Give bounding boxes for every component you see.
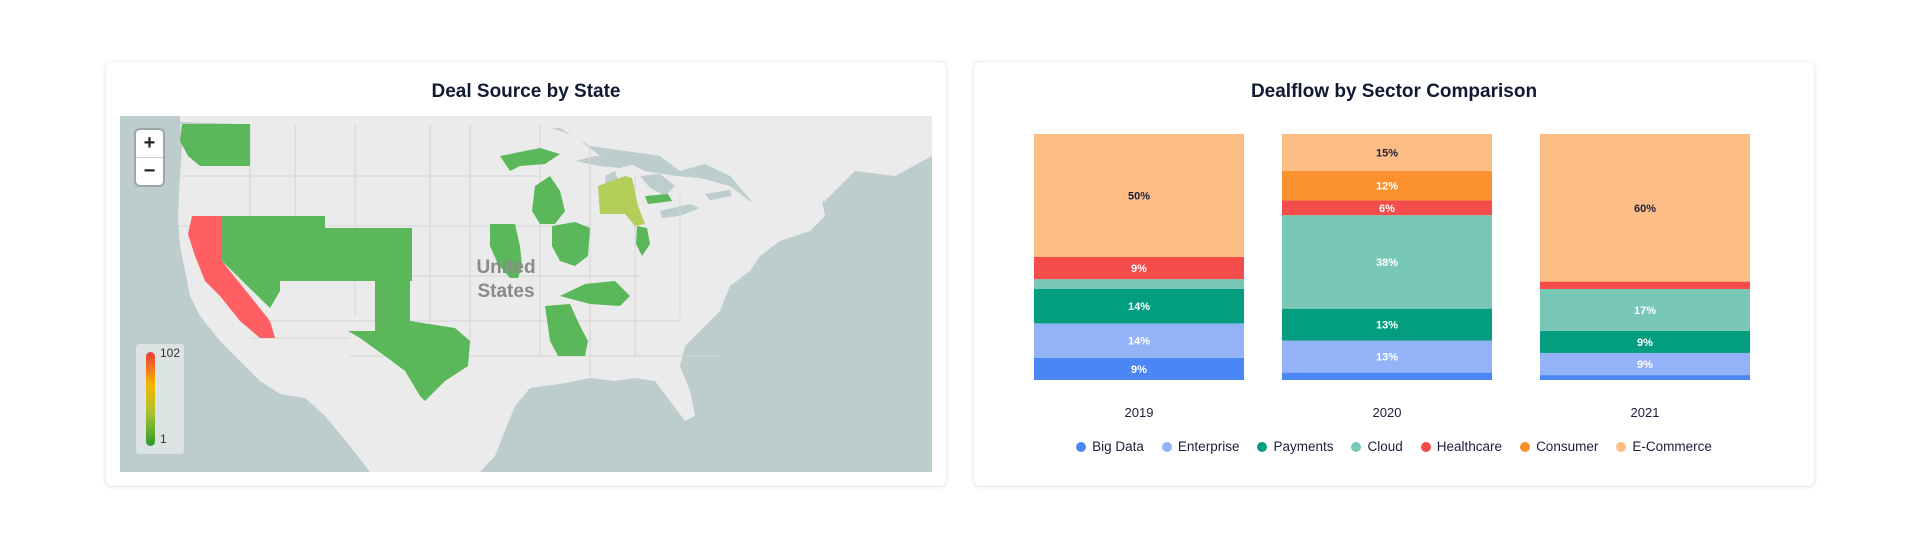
bar-segment-healthcare-2021[interactable] [1540, 281, 1750, 289]
state-washington[interactable] [180, 124, 250, 166]
data-label: 9% [1131, 364, 1147, 376]
state-california[interactable] [188, 216, 275, 338]
data-label: 17% [1634, 305, 1656, 317]
data-label: 50% [1128, 191, 1150, 203]
bar-segment-payments-2020[interactable] [1282, 308, 1492, 341]
legend-dot [1257, 442, 1268, 452]
bar-segment-consumer-2020[interactable] [1282, 170, 1492, 201]
country-label: United States [466, 256, 546, 304]
state-texas[interactable] [348, 281, 470, 401]
bar-segment-big-data-2020[interactable] [1282, 372, 1492, 380]
bar-segment-cloud-2020[interactable] [1282, 215, 1492, 309]
bar-segment-cloud-2019[interactable] [1034, 279, 1244, 289]
state-massachusetts[interactable] [645, 194, 672, 204]
color-scale-legend: 102 1 [136, 344, 184, 454]
chart-legend: Big Data Enterprise Payments Cloud Healthcar… [974, 439, 1814, 454]
data-label: 6% [1379, 203, 1395, 215]
state-ohio[interactable] [552, 222, 590, 266]
legend-item-cloud[interactable]: Cloud [1351, 439, 1403, 454]
bar-segment-enterprise-2021[interactable] [1540, 352, 1750, 376]
state-michigan[interactable] [532, 176, 565, 224]
bar-segment-big-data-2019[interactable] [1034, 357, 1244, 380]
x-tick-label: 2020 [1373, 405, 1402, 420]
legend-dot [1520, 442, 1531, 452]
bar-segment-e-commerce-2021[interactable] [1540, 134, 1750, 282]
legend-dot [1351, 442, 1362, 452]
stacked-bar-chart: 9% 14% 14% 9% 50% 2019 13% 13% 38% 6% 12% 15% 2020 9%… [1034, 134, 1750, 420]
scale-min-label: 1 [160, 432, 167, 446]
color-scale-bar [146, 352, 155, 446]
state-new-jersey[interactable] [636, 226, 650, 256]
map-svg [120, 116, 932, 472]
bar-segment-e-commerce-2020[interactable] [1282, 134, 1492, 171]
map-card-title: Deal Source by State [431, 81, 621, 102]
deal-source-card: Deal Source by State [106, 62, 946, 486]
legend-label: E-Commerce [1632, 439, 1712, 454]
state-georgia[interactable] [545, 304, 588, 356]
data-label: 12% [1376, 181, 1398, 193]
x-tick-label: 2019 [1125, 405, 1154, 420]
legend-item-healthcare[interactable]: Healthcare [1420, 439, 1503, 454]
legend-item-big-data[interactable]: Big Data [1076, 439, 1144, 454]
legend-label: Consumer [1536, 439, 1599, 454]
legend-dot [1420, 442, 1431, 452]
scale-max-label: 102 [160, 346, 181, 360]
data-label: 38% [1376, 257, 1398, 269]
state-nevada[interactable] [222, 216, 280, 308]
data-label: 9% [1637, 337, 1653, 349]
bar-segment-big-data-2021[interactable] [1540, 375, 1750, 380]
state-illinois[interactable] [490, 224, 522, 278]
data-label: 13% [1376, 320, 1398, 332]
dealflow-card: Dealflow by Sector Comparison 9% 14% 14% 9%… [974, 62, 1814, 486]
legend-item-e-commerce[interactable]: E-Commerce [1616, 439, 1712, 454]
legend-label: Enterprise [1177, 439, 1240, 454]
legend-label: Healthcare [1436, 439, 1503, 454]
state-colorado[interactable] [335, 228, 412, 281]
legend-dot [1161, 442, 1172, 452]
bar-segment-e-commerce-2019[interactable] [1034, 134, 1244, 257]
bar-segment-healthcare-2019[interactable] [1034, 257, 1244, 280]
legend-label: Payments [1273, 439, 1334, 454]
zoom-out-button[interactable]: − [136, 157, 163, 185]
bar-card-title: Dealflow by Sector Comparison [1250, 81, 1538, 102]
country-label-line2: States [477, 281, 535, 302]
legend-item-payments[interactable]: Payments [1257, 439, 1333, 454]
data-label: 60% [1634, 203, 1656, 215]
country-label-line1: United [476, 257, 536, 278]
x-tick-label: 2021 [1631, 405, 1660, 420]
bar-segment-enterprise-2019[interactable] [1034, 323, 1244, 358]
bar-segment-payments-2021[interactable] [1540, 330, 1750, 353]
data-label: 15% [1376, 147, 1398, 159]
data-label: 14% [1128, 336, 1150, 348]
data-label: 13% [1376, 352, 1398, 364]
land-canada [120, 116, 932, 211]
us-choropleth-map[interactable]: United States + − 102 1 [120, 116, 932, 472]
state-michigan-upper[interactable] [500, 148, 560, 171]
legend-item-enterprise[interactable]: Enterprise [1161, 439, 1240, 454]
zoom-in-button[interactable]: + [143, 132, 156, 154]
state-new-york[interactable] [598, 176, 645, 226]
zoom-control: + − [136, 130, 163, 185]
data-label: 9% [1131, 263, 1147, 275]
legend-item-consumer[interactable]: Consumer [1520, 439, 1598, 454]
state-north-carolina[interactable] [560, 281, 630, 306]
legend-dot [1616, 442, 1627, 452]
legend-label: Big Data [1092, 439, 1144, 454]
bar-segment-enterprise-2020[interactable] [1282, 340, 1492, 373]
bar-segment-cloud-2021[interactable] [1540, 288, 1750, 331]
state-utah[interactable] [280, 216, 335, 281]
data-label: 9% [1637, 359, 1653, 371]
legend-label: Cloud [1367, 439, 1403, 454]
legend-dot [1076, 442, 1087, 452]
data-label: 14% [1128, 301, 1150, 313]
bar-segment-payments-2019[interactable] [1034, 288, 1244, 324]
bar-segment-healthcare-2020[interactable] [1282, 200, 1492, 216]
